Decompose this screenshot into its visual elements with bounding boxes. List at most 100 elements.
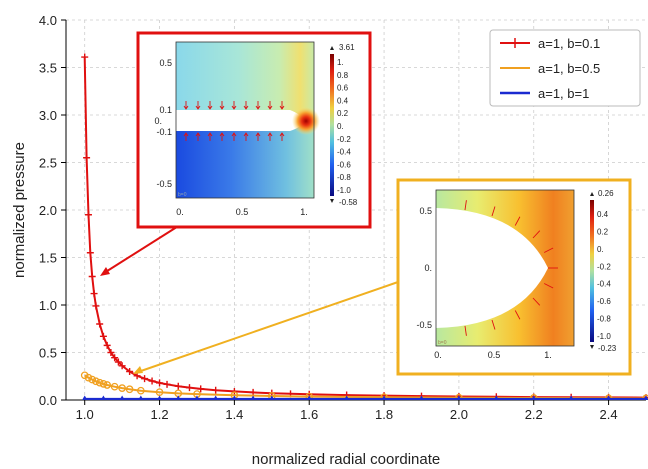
data-point: [83, 154, 91, 162]
data-point: [90, 290, 98, 298]
data-point: [148, 377, 156, 385]
inset2-ellipse: [436, 208, 548, 328]
colorbar-tick-label: -0.6: [597, 297, 611, 306]
colorbar-tick-label: -1.0: [337, 186, 351, 195]
data-point: [136, 386, 145, 395]
data-point: [99, 379, 108, 388]
inset1-colorbar-max-arrow: [330, 46, 334, 50]
inset2-colorbar-ticks: 0.4 0.2 0. -0.2 -0.4 -0.6 -0.8 -1.0: [597, 210, 611, 341]
pressure-arrow: [231, 132, 237, 141]
legend: a=1, b=0.1 a=1, b=0.5 a=1, b=1: [489, 29, 641, 107]
inset1-hotspot: [292, 107, 320, 135]
legend-entry-b1: a=1, b=1: [500, 86, 589, 101]
inset1-arrowhead: [100, 267, 110, 276]
data-point: [197, 385, 205, 393]
colorbar-tick-label: -0.8: [597, 315, 611, 324]
data-point: [100, 395, 107, 400]
data-point: [110, 382, 119, 391]
legend-label: a=1, b=0.1: [538, 36, 600, 51]
data-point: [114, 358, 122, 366]
pressure-arrow: [279, 132, 285, 141]
inset2-colorbar-min-arrow: [590, 345, 594, 349]
data-point: [82, 395, 88, 400]
data-point: [118, 362, 126, 370]
inset2-pressure-arrows: [464, 200, 558, 336]
inset2-colorbar: [590, 200, 594, 342]
data-point: [163, 380, 171, 388]
inset1-ytick: -0.5: [156, 179, 172, 189]
data-point: [84, 211, 92, 219]
data-point: [269, 395, 275, 400]
y-tick-label: 0.5: [39, 346, 57, 361]
inset1-pointer-arrow: [103, 224, 181, 274]
data-point: [174, 382, 182, 390]
colorbar-tick-label: 1.: [337, 58, 344, 67]
x-tick-label: 1.2: [151, 407, 169, 422]
inset2-xtick: 0.5: [488, 350, 501, 360]
pressure-arrow: [231, 101, 237, 110]
data-point: [125, 385, 134, 394]
colorbar-tick-label: -0.2: [597, 262, 611, 271]
x-tick-label: 2.2: [525, 407, 543, 422]
inset1-ytick: 0.5: [159, 58, 172, 68]
inset2-xtick: 0.: [434, 350, 442, 360]
data-point: [306, 395, 312, 400]
pressure-arrow: [543, 247, 554, 253]
data-point: [86, 249, 94, 257]
data-point: [141, 375, 149, 383]
colorbar-tick-label: 0.: [337, 122, 344, 131]
inset1-field-upper: [176, 42, 314, 121]
data-point: [92, 377, 100, 386]
inset2-corner-label: b=0: [438, 340, 447, 346]
colorbar-tick-label: -1.0: [597, 332, 611, 341]
data-point: [155, 388, 164, 397]
inset1-axes: [175, 41, 315, 199]
inset1-corner-label: b=0: [178, 192, 187, 198]
data-point: [119, 395, 125, 400]
pressure-arrow: [183, 132, 189, 141]
pressure-arrow: [532, 230, 541, 239]
legend-entry-b05: a=1, b=0.5: [500, 61, 600, 76]
data-point: [95, 378, 104, 387]
inset2-ytick: 0.5: [419, 206, 432, 216]
colorbar-tick-label: 0.6: [337, 84, 349, 93]
data-point: [343, 395, 350, 400]
inset-b01: 0.5 0.1 0. -0.1 -0.5 0. 0.5 1. b=0 3.61 …: [136, 31, 372, 229]
data-point: [531, 395, 537, 400]
colorbar-tick-label: -0.8: [337, 173, 351, 182]
pressure-arrow: [514, 216, 521, 226]
inset1-pressure-arrows: [183, 101, 285, 141]
pressure-arrow: [255, 101, 261, 110]
x-tick-label: 1.6: [300, 407, 318, 422]
inset-b05: 0.5 0. -0.5 0. 0.5 1. b=0 0.26 -0.23 0.4…: [396, 178, 632, 376]
inset1-ytick: -0.1: [156, 127, 172, 137]
pressure-arrow: [464, 200, 467, 211]
x-axis-label: normalized radial coordinate: [252, 451, 440, 468]
data-point: [381, 395, 387, 400]
colorbar-tick-label: 0.: [597, 245, 604, 254]
pressure-arrow: [267, 101, 273, 110]
inset1-colorbar-max: 3.61: [339, 43, 355, 52]
data-point: [99, 332, 107, 340]
y-axis-ticks: 0.0 0.5 1.0 1.5 2.0 2.5 3.0 3.5 4.0: [39, 13, 66, 408]
data-point: [138, 395, 144, 400]
colorbar-tick-label: 0.4: [337, 96, 349, 105]
inset1-xtick: 0.: [176, 207, 184, 217]
y-tick-label: 3.5: [39, 61, 57, 76]
x-tick-label: 1.0: [76, 407, 94, 422]
inset2-colorbar-max-arrow: [590, 192, 594, 196]
data-point: [456, 395, 462, 400]
inset1-ytick: 0.1: [159, 105, 172, 115]
colorbar-tick-label: -0.4: [337, 148, 351, 157]
data-point: [88, 375, 97, 384]
legend-label: a=1, b=1: [538, 86, 589, 101]
data-point: [81, 53, 89, 61]
legend-entry-b01: a=1, b=0.1: [500, 36, 600, 51]
pressure-arrow: [243, 101, 249, 110]
inset2-colorbar-max: 0.26: [598, 189, 614, 198]
x-tick-label: 2.0: [450, 407, 468, 422]
inset1-xtick: 0.5: [236, 207, 249, 217]
data-point: [111, 354, 119, 362]
pressure-arrow: [255, 132, 261, 141]
